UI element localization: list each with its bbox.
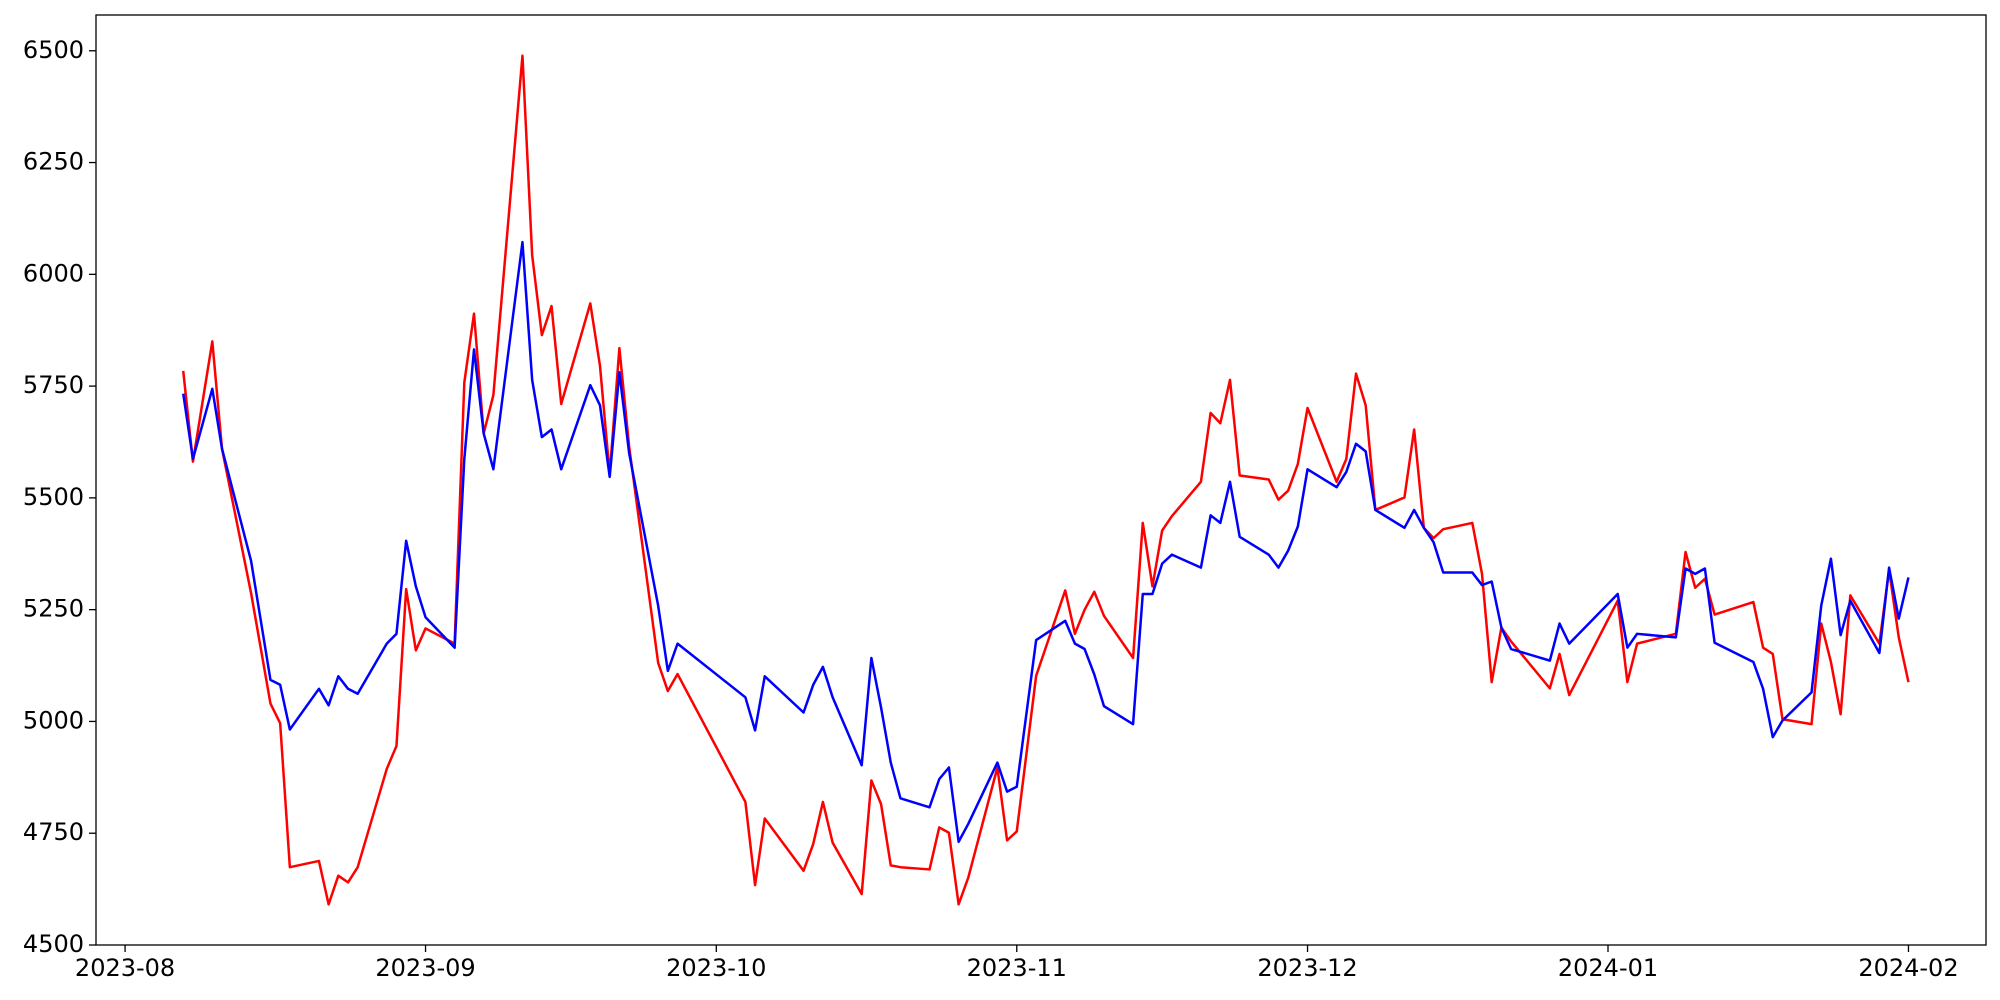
y-tick-label: 6250 — [23, 148, 84, 176]
y-tick-label: 6000 — [23, 259, 84, 287]
x-tick-label: 2024-02 — [1858, 954, 1958, 982]
series-line — [181, 54, 1910, 906]
y-tick-label: 5000 — [23, 706, 84, 734]
x-tick-label: 2023-08 — [75, 954, 175, 982]
x-tick-label: 2023-09 — [375, 954, 475, 982]
y-tick-label: 4500 — [23, 930, 84, 958]
y-tick-label: 6500 — [23, 36, 84, 64]
x-tick-label: 2023-11 — [967, 954, 1067, 982]
x-tick-label: 2024-01 — [1558, 954, 1658, 982]
series-line — [181, 240, 1910, 843]
plot-frame — [95, 14, 1987, 946]
x-tick-label: 2023-12 — [1257, 954, 1357, 982]
y-tick-label: 5250 — [23, 595, 84, 623]
y-tick-label: 5500 — [23, 483, 84, 511]
y-tick-label: 4750 — [23, 818, 84, 846]
y-tick-label: 5750 — [23, 371, 84, 399]
x-tick-label: 2023-10 — [666, 954, 766, 982]
